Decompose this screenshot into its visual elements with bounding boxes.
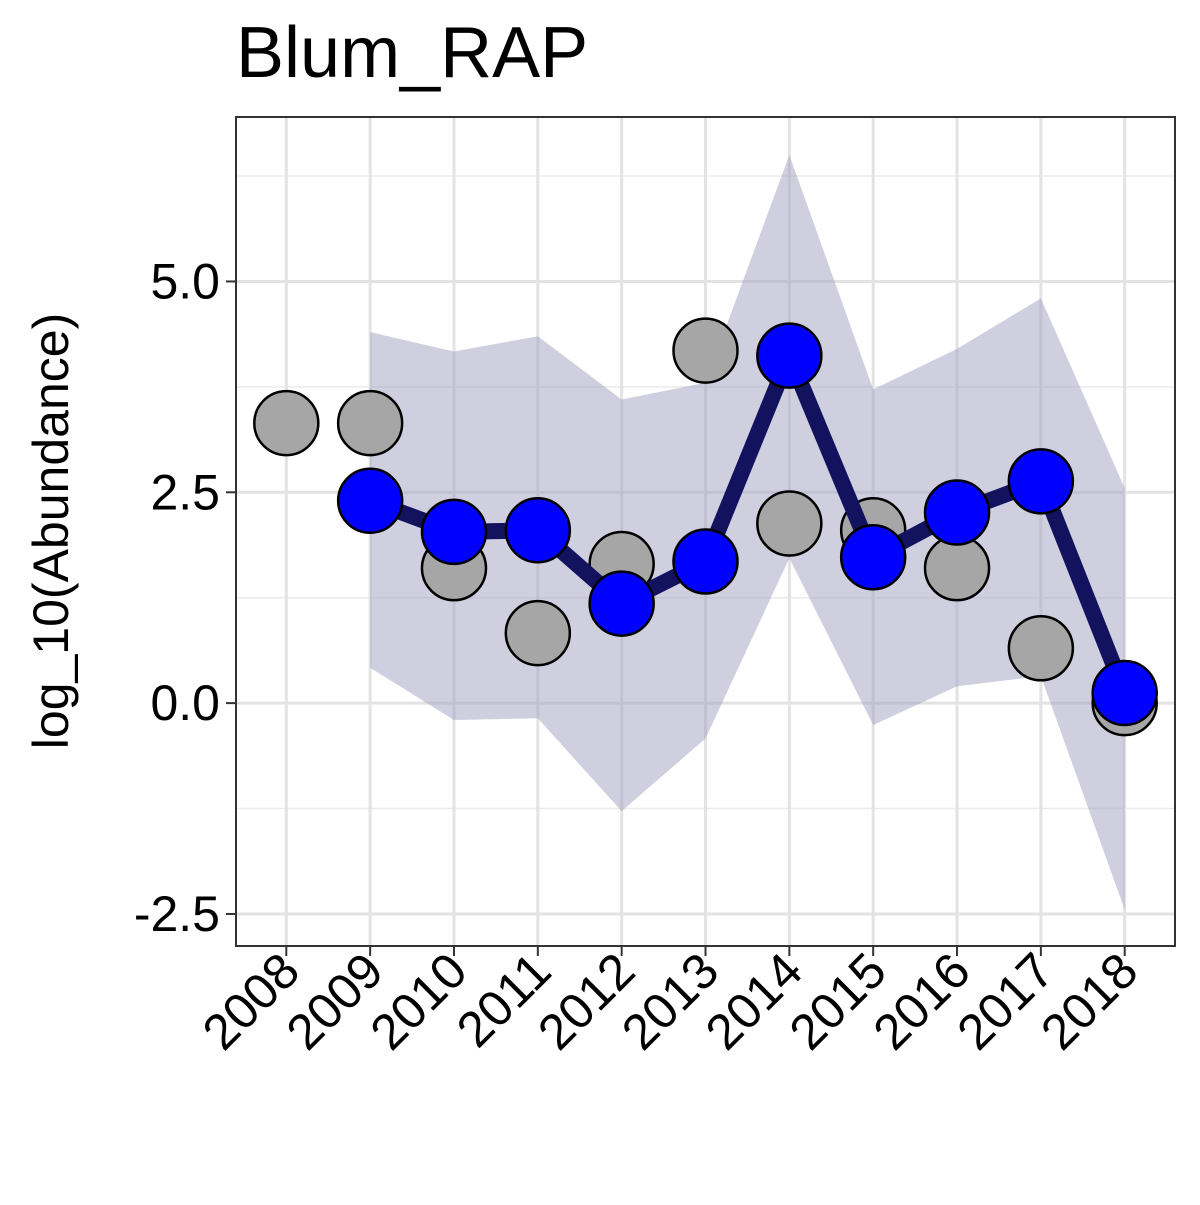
observed-point [336, 389, 404, 457]
confidence-ribbon [370, 154, 1125, 910]
observed-point [253, 389, 320, 457]
estimate-point [839, 523, 907, 591]
y-axis-title: log_10(Abundance) [23, 313, 79, 749]
estimate-point [1091, 659, 1158, 727]
estimate-point [756, 322, 823, 389]
estimate-point [1007, 448, 1075, 515]
y-tick-label: 5.0 [150, 253, 220, 309]
estimate-point [588, 570, 655, 637]
x-tick-label: 2016 [863, 942, 981, 1060]
x-tick-label: 2013 [611, 942, 729, 1060]
y-axis: -2.5 0.0 2.5 5.0 [134, 253, 236, 942]
x-tick-label: 2012 [527, 942, 645, 1060]
x-tick-label: 2011 [446, 942, 562, 1058]
estimate-point [504, 496, 572, 564]
estimate-point [923, 479, 991, 546]
confidence-band [370, 154, 1125, 910]
x-tick-label: 2010 [360, 942, 478, 1060]
estimate-line [367, 334, 1133, 696]
observed-point [923, 534, 991, 602]
x-tick-label: 2014 [695, 942, 813, 1060]
estimate-point [336, 467, 404, 534]
x-tick-label: 2018 [1030, 942, 1148, 1060]
estimate-series [336, 322, 1158, 727]
chart-title: Blum_RAP [236, 13, 588, 93]
y-tick-label: 0.0 [150, 675, 220, 731]
estimate-point [672, 528, 739, 595]
estimate-point [420, 498, 488, 566]
x-tick-label: 2008 [192, 942, 310, 1060]
observed-point [1007, 615, 1075, 682]
x-tick-label: 2017 [946, 942, 1064, 1060]
x-tick-label: 2009 [276, 942, 394, 1060]
x-axis: 2008200920102011201220132014201520162017… [192, 942, 1149, 1060]
y-tick-label: 2.5 [150, 464, 220, 520]
x-tick-label: 2015 [779, 942, 897, 1060]
y-tick-label: -2.5 [134, 886, 220, 942]
observed-point [672, 317, 739, 384]
observed-point [504, 599, 572, 667]
observed-point [756, 490, 823, 557]
